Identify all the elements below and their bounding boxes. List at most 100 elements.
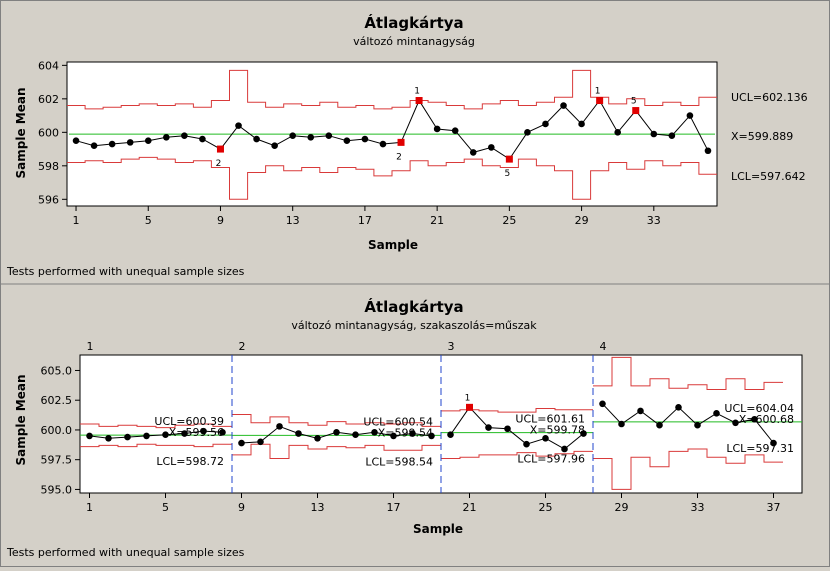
chart1-flag-label: 5 [504,169,510,179]
chart1-data-point [271,142,278,150]
chart1-data-point [379,140,387,148]
chart1-data-point [614,129,621,136]
chart1-subtitle: változó mintanagyság [353,35,475,48]
chart1-data-point [542,120,549,128]
chart2-y-tick-label: 605.0 [41,364,73,377]
chart2-data-point [732,419,739,427]
chart2-ucl-line [232,414,441,427]
chart2-data-point [333,429,340,436]
chart2-y-tick-label: 597.5 [41,454,73,467]
chart2-y-axis-label: Sample Mean [14,375,28,466]
chart1-flagged-point [397,138,405,146]
chart2-data-point [656,421,663,429]
chart2-x-tick-label: 33 [691,501,705,514]
chart1-flagged-point [596,97,604,105]
chart2-lcl-line [441,450,593,459]
chart1-data-point [433,125,441,133]
chart1-data-point [524,129,531,136]
chart1-data-point [578,120,585,128]
chart2-stage-ucl-label: UCL=600.39 [154,415,224,428]
chart2-stage-lcl-label: LCL=597.31 [726,442,794,455]
chart1-data-point [469,149,477,156]
chart2-data-point [295,430,302,437]
chart1-data-point [686,112,694,119]
chart2-data-point [86,432,93,440]
chart1-flag-label: 2 [396,152,402,162]
chart2-data-point [200,427,207,435]
chart2-y-tick-label: 602.5 [41,394,73,407]
chart2-flag-label: 1 [465,393,471,403]
chart2-ucl-line [441,408,593,413]
chart1-flag-label: 5 [631,97,637,107]
chart2-data-point [238,439,245,447]
chart1-x-tick-label: 29 [575,214,589,227]
chart2-x-tick-label: 17 [387,501,401,514]
chart2-subtitle: változó mintanagyság, szakaszolás=műszak [291,319,537,332]
chart1-flagged-point [632,107,640,115]
chart2-data-point [257,438,264,446]
chart1-x-tick-label: 33 [647,214,661,227]
chart2-data-point [428,432,435,440]
chart2-x-tick-label: 21 [463,501,477,514]
chart2-data-point [713,409,720,417]
chart1-data-point [704,147,712,155]
chart2-data-point [675,404,682,411]
chart1-data-point [650,130,658,138]
chart2-stage-label: 3 [448,340,455,353]
chart1-lcl-label: LCL=597.642 [731,170,806,183]
chart1-lcl-line [67,156,717,200]
chart1-data-point [325,132,333,139]
chart1-ucl-label: UCL=602.136 [731,91,808,104]
chart1-flagged-point [216,145,224,153]
chart1-data-point [199,135,206,143]
chart2-data-point [143,432,150,440]
chart2-data-line [602,403,774,444]
chart1-flagged-point [415,97,423,105]
chart2-data-point [162,431,169,439]
chart2-data-point [485,424,492,431]
chart2-data-point [523,440,530,448]
chart1-flag-label: 1 [414,87,420,97]
chart1-x-tick-label: 13 [286,214,300,227]
chart1-ucl-line [67,69,717,110]
chart1-data-point [144,137,152,144]
chart2-data-point [694,421,701,429]
chart2-data-point [770,439,777,447]
chart2-stage-label: 4 [600,340,607,353]
chart1-data-point [90,142,98,150]
chart2-data-point [390,432,397,440]
chart2-x-tick-label: 1 [86,501,93,514]
chart2-stage-ucl-label: UCL=601.61 [515,413,585,426]
chart2-data-point [276,423,283,430]
chart2-footnote: Tests performed with unequal sample size… [6,546,245,559]
chart1-y-tick-label: 604 [38,59,59,72]
chart2-stage-label: 1 [87,340,94,353]
chart1-footnote: Tests performed with unequal sample size… [6,265,245,278]
chart2-data-point [751,415,758,423]
chart2-x-tick-label: 13 [311,501,325,514]
chart1-data-point [181,132,188,139]
chart2-flagged-point [466,403,473,411]
chart2-data-point [618,420,625,428]
chart2-data-point [580,430,587,437]
chart2-stage-center-label: X=599.54 [378,426,433,439]
chart1-y-tick-label: 600 [38,126,59,139]
chart1-data-point [126,139,134,146]
chart1-data-point [668,132,676,139]
chart2-data-point [561,445,568,453]
chart1-y-tick-label: 602 [38,93,59,106]
chart2-data-point [314,434,321,442]
chart2-data-point [504,425,511,433]
chart2-data-point [542,434,549,442]
chart1-flagged-point [505,155,513,163]
chart1-y-tick-label: 598 [38,160,59,173]
chart2-data-point [352,431,359,439]
chart2-y-tick-label: 600.0 [41,424,73,437]
chart1-data-point [451,127,459,134]
chart1-center-label: X=599.889 [731,130,793,143]
chart1-x-tick-label: 17 [358,214,372,227]
chart2-x-tick-label: 29 [615,501,629,514]
chart2-ucl-line [593,356,783,390]
chart2-x-tick-label: 25 [539,501,553,514]
